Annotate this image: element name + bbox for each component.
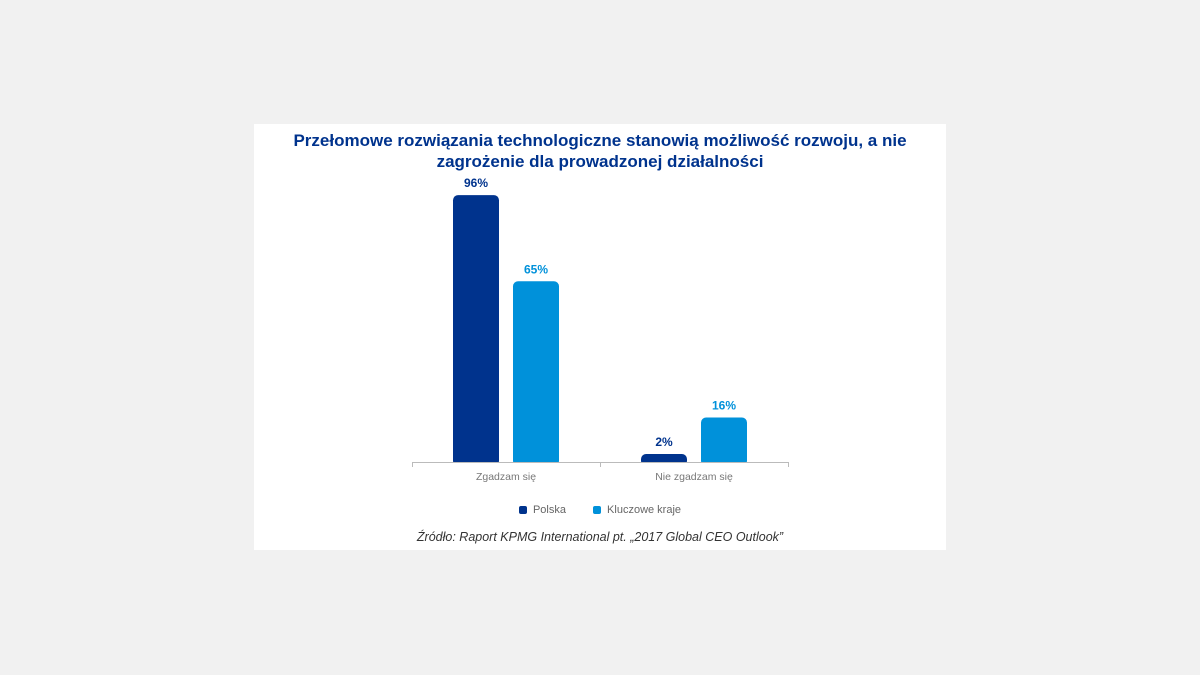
source-note: Źródło: Raport KPMG International pt. „2… bbox=[416, 530, 784, 544]
chart-title: Przełomowe rozwiązania technologiczne st… bbox=[254, 130, 946, 172]
legend-label-kluczowe-kraje: Kluczowe kraje bbox=[607, 504, 682, 516]
legend-item-polska: Polska bbox=[518, 504, 566, 516]
legend: Polska Kluczowe kraje bbox=[254, 504, 946, 516]
legend-label-polska: Polska bbox=[532, 504, 566, 516]
data-label-polska-1: 96% bbox=[464, 176, 488, 190]
chart-title-line-1: Przełomowe rozwiązania technologiczne st… bbox=[293, 131, 907, 150]
bar-polska-1 bbox=[453, 195, 499, 466]
bar-kluczowe-kraje-2 bbox=[701, 417, 747, 466]
category-label-1: Zgadzam się bbox=[476, 471, 536, 483]
bar-kluczowe-kraje-1 bbox=[513, 281, 559, 466]
legend-swatch-polska bbox=[518, 506, 527, 514]
category-label-2: Nie zgadzam się bbox=[655, 471, 733, 483]
data-label-polska-2: 2% bbox=[655, 435, 673, 449]
data-label-kluczowe-kraje-2: 16% bbox=[712, 399, 736, 413]
data-label-kluczowe-kraje-1: 65% bbox=[524, 262, 548, 276]
legend-swatch-kluczowe-kraje bbox=[593, 506, 602, 514]
chart-card: Przełomowe rozwiązania technologiczne st… bbox=[254, 124, 946, 550]
bar-chart: 96% 65% Zgadzam się 2% 16% Nie zgadzam się bbox=[410, 176, 790, 483]
legend-item-kluczowe-kraje: Kluczowe kraje bbox=[593, 504, 681, 516]
chart-title-line-2: zagrożenie dla prowadzonej działalności bbox=[436, 152, 764, 171]
